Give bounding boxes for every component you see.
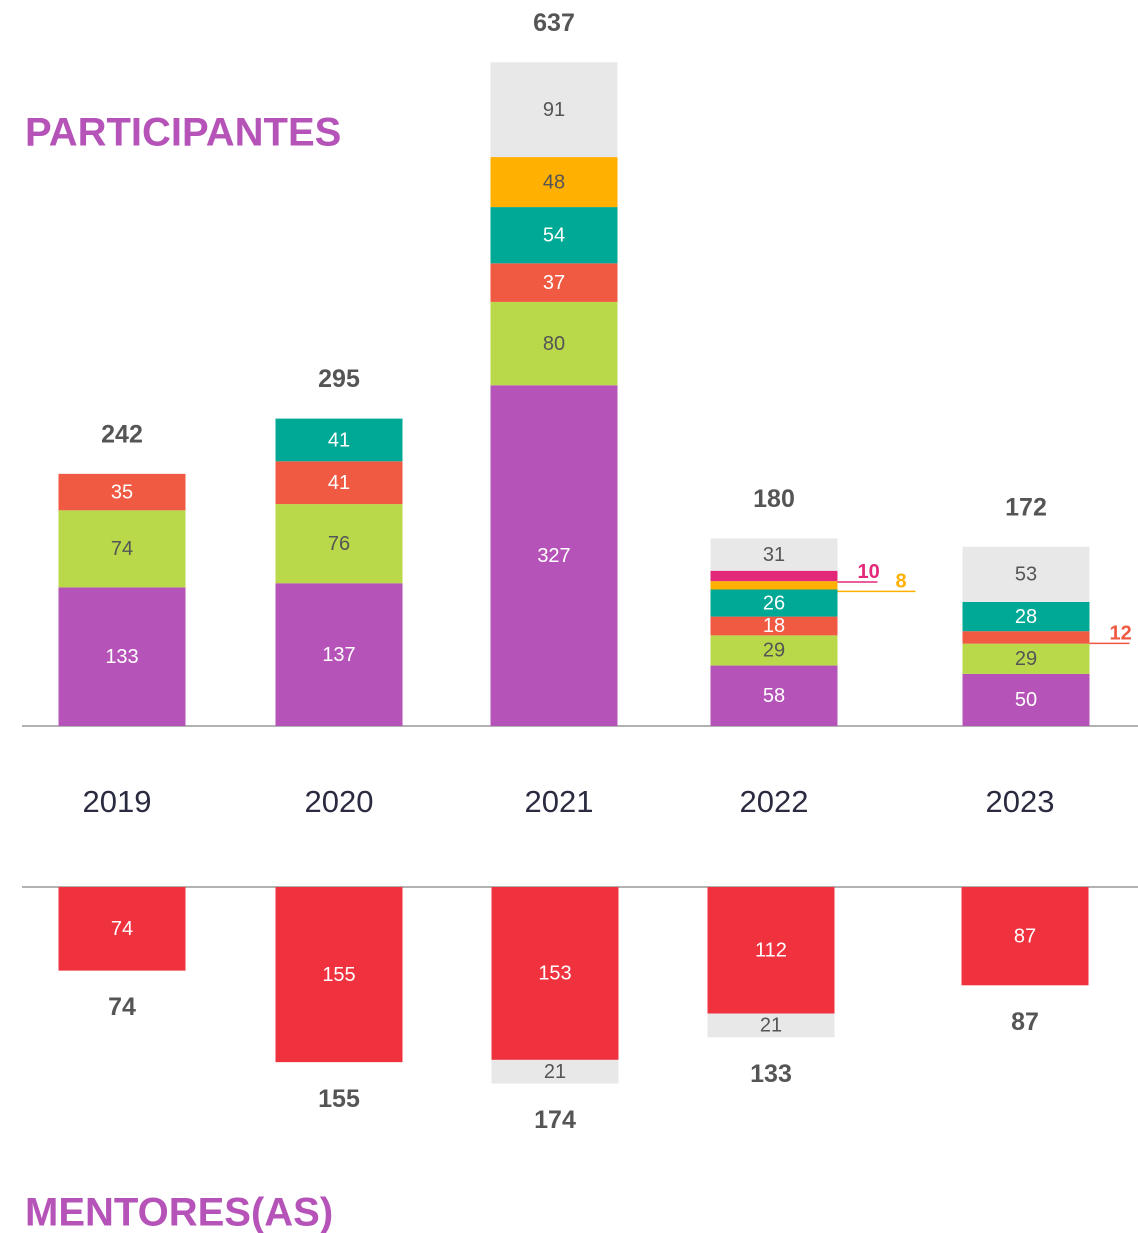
chart-title: MENTORES(AS)	[25, 1191, 333, 1233]
bar-segment	[490, 157, 618, 208]
data-label: 48	[543, 171, 565, 193]
bar-segment	[275, 461, 403, 505]
bar-segment	[710, 665, 838, 726]
bar-segment	[707, 887, 835, 1014]
data-label: 133	[105, 646, 138, 668]
chart-title: PARTICIPANTES	[25, 111, 341, 155]
bar-segment	[490, 207, 618, 264]
bar-segment	[710, 581, 838, 590]
data-label: 8	[896, 571, 907, 593]
data-label: 29	[1015, 648, 1037, 670]
bar-segment	[58, 510, 186, 588]
data-label: 74	[111, 918, 133, 940]
data-label: 35	[111, 481, 133, 503]
data-label: 76	[328, 533, 350, 555]
bar-segment	[275, 887, 403, 1063]
bar-segment	[490, 301, 618, 386]
data-label: 58	[763, 685, 785, 707]
bar-segment	[490, 263, 618, 302]
data-label: 112	[755, 940, 787, 962]
data-label: 91	[543, 99, 565, 121]
x-tick-label: 2023	[986, 784, 1055, 819]
bar-segment	[962, 546, 1090, 603]
x-tick-label: 2022	[740, 784, 809, 819]
bar-segment	[710, 616, 838, 636]
bar-segment	[710, 635, 838, 666]
data-label: 54	[543, 224, 565, 246]
total-label: 87	[1011, 1008, 1039, 1036]
data-label: 10	[858, 561, 880, 583]
bar-segment	[707, 1013, 835, 1038]
total-label: 172	[1005, 493, 1047, 521]
data-label: 327	[537, 545, 570, 567]
bar-segment	[962, 602, 1090, 632]
data-label: 153	[538, 963, 571, 985]
total-label: 74	[108, 993, 136, 1021]
total-label: 174	[534, 1106, 576, 1134]
data-label: 31	[763, 544, 785, 566]
bar-segment	[710, 570, 838, 582]
data-label: 155	[322, 964, 355, 986]
bar-segment	[491, 1059, 619, 1084]
data-label: 29	[763, 640, 785, 662]
x-tick-label: 2021	[525, 784, 594, 819]
bar-segment	[58, 887, 186, 971]
data-label: 41	[328, 472, 350, 494]
data-label: 87	[1014, 925, 1036, 947]
bar-segment	[961, 887, 1089, 986]
bar-segment	[710, 538, 838, 571]
total-label: 133	[750, 1060, 792, 1088]
bar-segment	[710, 589, 838, 617]
data-label: 18	[763, 615, 785, 637]
bar-segment	[491, 887, 619, 1060]
data-label: 37	[543, 272, 565, 294]
data-label: 80	[543, 333, 565, 355]
bar-segment	[962, 631, 1090, 644]
data-label: 21	[544, 1061, 566, 1083]
x-tick-label: 2020	[305, 784, 374, 819]
data-label: 53	[1015, 564, 1037, 586]
bar-segment	[490, 62, 618, 158]
data-label: 41	[328, 429, 350, 451]
data-label: 28	[1015, 606, 1037, 628]
total-label: 242	[101, 420, 143, 448]
bar-segment	[275, 418, 403, 462]
total-label: 295	[318, 365, 360, 393]
bar-segment	[962, 673, 1090, 726]
bar-segment	[962, 643, 1090, 674]
x-tick-label: 2019	[83, 784, 152, 819]
data-label: 26	[763, 592, 785, 614]
data-label: 12	[1110, 623, 1132, 645]
total-label: 180	[753, 485, 795, 513]
bar-segment	[58, 473, 186, 511]
total-label: 637	[533, 9, 575, 37]
data-label: 50	[1015, 689, 1037, 711]
bar-segment	[275, 583, 403, 726]
bar-segment	[275, 504, 403, 584]
data-label: 74	[111, 538, 133, 560]
total-label: 155	[318, 1085, 360, 1113]
data-label: 137	[322, 644, 355, 666]
bar-segment	[58, 587, 186, 726]
data-label: 21	[760, 1015, 782, 1037]
bar-segment	[490, 385, 618, 726]
